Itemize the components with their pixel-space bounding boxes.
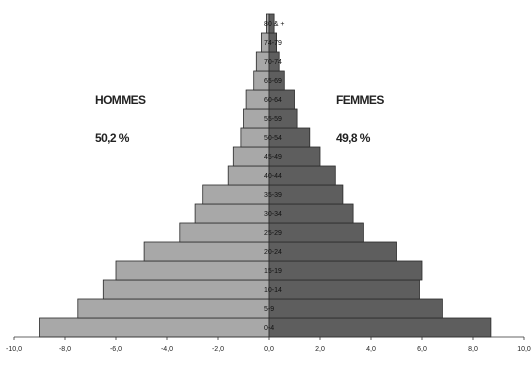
age-label-15-19: 15-19 xyxy=(264,268,282,275)
hommes-label: HOMMES xyxy=(95,93,146,107)
age-label-55-59: 55-59 xyxy=(264,116,282,123)
age-label-80-: 80 & + xyxy=(264,21,284,28)
bar-femmes-80- xyxy=(268,13,275,34)
bar-femmes-15-19 xyxy=(268,260,423,281)
bar-hommes-5-9 xyxy=(77,298,270,319)
age-labels-group: 0-4 5-9 10-14 15-19 20-24 25-29 30-34 35-39 40-4… xyxy=(264,21,284,332)
age-label-20-24: 20-24 xyxy=(264,249,282,256)
bar-hommes-40-44 xyxy=(227,165,270,186)
x-axis: -10,0 -8,0 -6,0 -4,0 -2,0 0,0 2,0 4,0 6,0 8,0 10,0 xyxy=(6,336,531,353)
age-label-60-64: 60-64 xyxy=(264,97,282,104)
age-label-70-74: 70-74 xyxy=(264,59,282,66)
x-tick-label: -4,0 xyxy=(161,346,173,353)
age-label-35-39: 35-39 xyxy=(264,192,282,199)
femmes-percent: 49,8 % xyxy=(336,131,370,145)
age-label-25-29: 25-29 xyxy=(264,230,282,237)
bar-hommes-0-4 xyxy=(39,317,270,338)
bar-hommes-35-39 xyxy=(202,184,270,205)
x-tick-label: 10,0 xyxy=(517,346,531,353)
age-label-50-54: 50-54 xyxy=(264,135,282,142)
bar-femmes-5-9 xyxy=(268,298,443,319)
age-label-74-79: 74-79 xyxy=(264,40,282,47)
x-tick-label: -8,0 xyxy=(59,346,71,353)
age-label-0-4: 0-4 xyxy=(264,325,274,332)
x-tick-label: 4,0 xyxy=(366,346,376,353)
bar-hommes-25-29 xyxy=(179,222,270,243)
age-label-10-14: 10-14 xyxy=(264,287,282,294)
age-label-45-49: 45-49 xyxy=(264,154,282,161)
bars-group xyxy=(39,13,492,338)
x-tick-label: 0,0 xyxy=(264,346,274,353)
bar-hommes-20-24 xyxy=(143,241,270,262)
age-label-65-69: 65-69 xyxy=(264,78,282,85)
bar-hommes-10-14 xyxy=(102,279,270,300)
hommes-percent: 50,2 % xyxy=(95,131,129,145)
femmes-label: FEMMES xyxy=(336,93,384,107)
age-label-30-34: 30-34 xyxy=(264,211,282,218)
age-label-5-9: 5-9 xyxy=(264,306,274,313)
x-tick-label: 6,0 xyxy=(417,346,427,353)
bar-hommes-15-19 xyxy=(115,260,270,281)
age-label-40-44: 40-44 xyxy=(264,173,282,180)
bar-femmes-0-4 xyxy=(268,317,492,338)
x-tick-label: -10,0 xyxy=(6,346,22,353)
x-tick-label: -6,0 xyxy=(110,346,122,353)
bar-femmes-20-24 xyxy=(268,241,397,262)
bar-hommes-30-34 xyxy=(194,203,270,224)
bar-femmes-10-14 xyxy=(268,279,420,300)
x-tick-label: 2,0 xyxy=(315,346,325,353)
bar-femmes-25-29 xyxy=(268,222,364,243)
x-tick-label: 8,0 xyxy=(468,346,478,353)
x-tick-label: -2,0 xyxy=(212,346,224,353)
